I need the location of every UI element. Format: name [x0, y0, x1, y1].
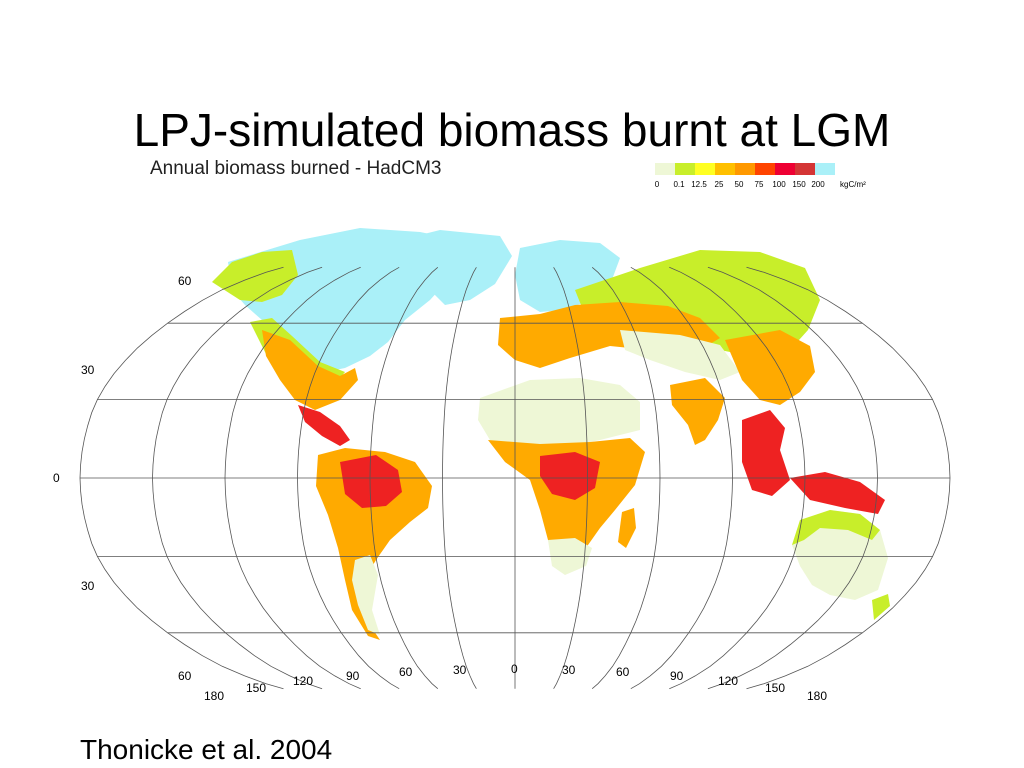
meridian-line [224, 266, 361, 690]
slide-title: LPJ-simulated biomass burnt at LGM [133, 104, 891, 152]
southeast-asia-red [742, 410, 790, 496]
legend-swatch-4 [735, 163, 755, 175]
meridian-line [591, 266, 661, 690]
lat-label-60s: 60 [178, 669, 192, 683]
legend-swatch-5 [755, 163, 775, 175]
central-america-red [298, 405, 350, 446]
congo-red [540, 452, 600, 500]
legend-swatch-0 [655, 163, 675, 175]
lon-label-30w: 30 [453, 663, 467, 677]
lon-label-150w: 150 [246, 681, 266, 695]
lon-label-150e: 150 [765, 681, 785, 695]
legend-tick: 0 [654, 180, 660, 189]
lon-label-180w: 180 [204, 689, 224, 703]
graticule [79, 266, 951, 690]
legend-tick: 0.1 [673, 180, 685, 189]
meridian-line [297, 266, 400, 690]
amazon-red [340, 455, 402, 508]
patagonia-dry [352, 555, 380, 635]
sahara-dry [478, 378, 640, 448]
legend-swatch-8 [815, 163, 835, 175]
europe-orange [498, 302, 720, 368]
legend-tick: 75 [754, 180, 764, 189]
meridian-line [669, 266, 806, 690]
figure-title: Annual biomass burned - HadCM3 [150, 158, 442, 179]
legend-tick: 25 [714, 180, 724, 189]
new-zealand-green [872, 594, 890, 620]
meridian-line [79, 266, 284, 690]
lon-label-180e: 180 [807, 689, 827, 703]
lon-label-0: 0 [511, 662, 518, 676]
legend-swatch-1 [675, 163, 695, 175]
meridian-line [630, 266, 733, 690]
lat-label-60n: 60 [178, 274, 192, 288]
lon-label-90e: 90 [670, 669, 684, 683]
legend-tick: 50 [734, 180, 744, 189]
legend-swatch-7 [795, 163, 815, 175]
africa-orange [488, 438, 645, 562]
legend-tick: 12.5 [691, 180, 707, 189]
citation: Thonicke et al. 2004 [80, 734, 333, 765]
meridian-line [442, 267, 477, 689]
lon-label-120e: 120 [718, 674, 738, 688]
legend-swatch-2 [695, 163, 715, 175]
lat-label-30s: 30 [81, 579, 95, 593]
land-regions [212, 228, 890, 640]
east-asia-orange [725, 330, 815, 405]
meridian-line [152, 266, 323, 690]
legend-tick: 150 [792, 180, 806, 189]
central-asia-dry [620, 330, 740, 380]
color-legend: 0 0.1 12.5 25 50 75 100 150 200 kgC/m² [654, 163, 866, 193]
greenland-ice [400, 230, 512, 305]
lon-label-90w: 90 [346, 669, 360, 683]
lon-label-30e: 30 [562, 663, 576, 677]
indonesia-red [790, 472, 885, 514]
legend-swatch-6 [775, 163, 795, 175]
legend-tick: 100 [772, 180, 786, 189]
meridian-line [707, 266, 878, 690]
meridian-line [746, 266, 951, 690]
india-orange [670, 378, 725, 445]
lon-label-60e: 60 [616, 665, 630, 679]
lon-label-60w: 60 [399, 665, 413, 679]
lat-label-30n: 30 [81, 363, 95, 377]
australia-green-rim [792, 510, 880, 545]
meridian-line [553, 267, 588, 689]
map-labels: 60 30 0 30 60 180 150 120 90 60 30 0 30 … [53, 274, 827, 703]
madagascar-orange [618, 508, 636, 548]
lon-label-120w: 120 [293, 674, 313, 688]
legend-swatch-3 [715, 163, 735, 175]
legend-tick: 200 [811, 180, 825, 189]
legend-unit: kgC/m² [840, 180, 866, 189]
meridian-line [369, 266, 439, 690]
lat-label-0: 0 [53, 471, 60, 485]
usa-orange [262, 330, 358, 410]
